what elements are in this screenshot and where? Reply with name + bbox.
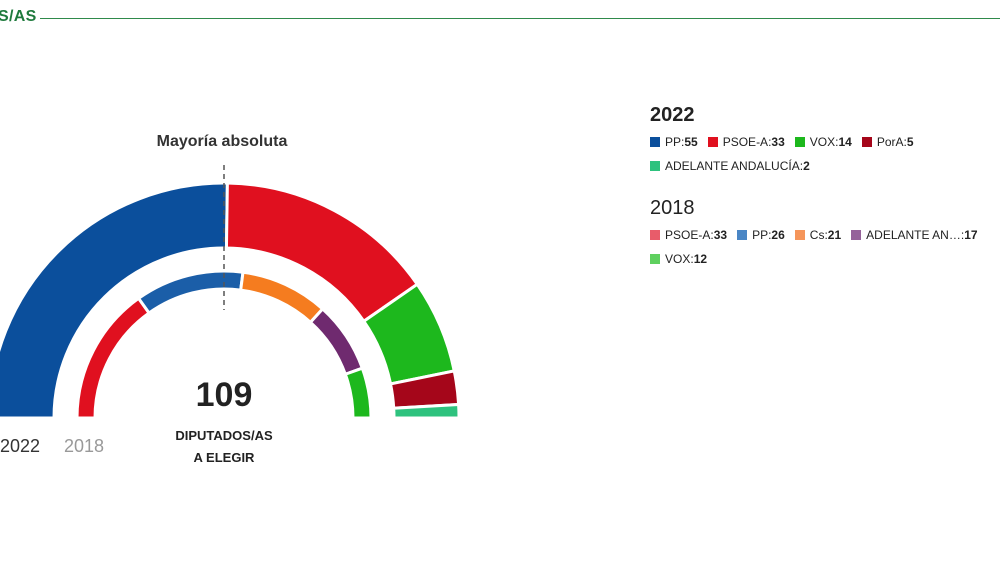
total-label-line2: A ELEGIR bbox=[194, 450, 256, 465]
legend-swatch bbox=[650, 254, 660, 264]
legend-item-2022-pp: PP:55 bbox=[650, 135, 698, 149]
legend-item-2018-pp: PP:26 bbox=[737, 228, 785, 242]
legend-swatch bbox=[861, 137, 872, 147]
legend-separator: : bbox=[835, 135, 839, 149]
legend-value: 33 bbox=[713, 228, 728, 242]
total-seats: 109 bbox=[196, 376, 253, 414]
legend-item-2022-adelante-andaluc-a: ADELANTE ANDALUCÍA:2 bbox=[650, 159, 810, 173]
legend-year-2018: 2018 bbox=[650, 197, 695, 219]
legend-separator: : bbox=[710, 228, 714, 242]
legend-2022: 2022 PP:55 PSOE-A:33 VOX:14 PorA:5 ADELANTE … bbox=[650, 104, 1000, 173]
legend-items-2022: PP:55 PSOE-A:33 VOX:14 PorA:5 ADELANTE ANDAL… bbox=[650, 135, 1000, 173]
legend-label: VOX bbox=[665, 252, 691, 266]
arc-2018-vox bbox=[343, 366, 373, 420]
legend-swatch bbox=[851, 230, 862, 240]
legend-label: PSOE-A bbox=[665, 228, 711, 242]
legend-value: 55 bbox=[684, 135, 698, 149]
legend-separator: : bbox=[824, 228, 828, 242]
legend-items-2018: PSOE-A:33 PP:26 Cs:21 ADELANTE AN…:17 VOX:12 bbox=[650, 228, 1000, 266]
legend-item-2018-psoe-a: PSOE-A:33 bbox=[650, 228, 727, 242]
legend-value: 5 bbox=[906, 135, 914, 149]
legend-label: ADELANTE ANDALUCÍA bbox=[665, 159, 800, 173]
legend-item-2018-cs: Cs:21 bbox=[794, 228, 842, 242]
arc-2018-cs bbox=[239, 270, 325, 325]
legend-value: 12 bbox=[693, 252, 708, 266]
legend-2018: 2018 PSOE-A:33 PP:26 Cs:21 ADELANTE AN…:17 V… bbox=[650, 197, 1000, 266]
majority-label: Mayoría absoluta bbox=[157, 133, 288, 150]
legend-item-2018-vox: VOX:12 bbox=[650, 252, 707, 266]
legend-separator: : bbox=[690, 252, 694, 266]
legend-value: 21 bbox=[827, 228, 842, 242]
legend-swatch bbox=[650, 230, 660, 240]
legend-label: PSOE-A bbox=[722, 135, 769, 149]
legend-item-2022-pora: PorA:5 bbox=[861, 135, 914, 149]
legend-value: 33 bbox=[771, 135, 785, 149]
legend-item-2022-psoe-a: PSOE-A:33 bbox=[707, 135, 785, 149]
arc-2022-psoe-a bbox=[224, 181, 420, 324]
header-divider bbox=[40, 18, 1000, 19]
total-label-line1: DIPUTADOS/AS bbox=[175, 428, 273, 443]
legend-label: VOX bbox=[809, 135, 836, 149]
header-title: S/AS bbox=[0, 8, 37, 25]
legend-separator: : bbox=[768, 228, 772, 242]
legend-value: 2 bbox=[803, 159, 810, 173]
arc-2018-adelante-andaluc-a bbox=[308, 306, 365, 377]
legend-separator: : bbox=[799, 159, 804, 173]
legend-label: PP bbox=[752, 228, 769, 242]
legend-label: PP bbox=[665, 135, 682, 149]
legend-swatch bbox=[650, 161, 660, 171]
legend-swatch bbox=[737, 230, 748, 240]
arc-2018-pp bbox=[136, 269, 245, 316]
legend-value: 26 bbox=[771, 228, 785, 242]
legend-label: PorA bbox=[876, 135, 904, 149]
legend-swatch bbox=[650, 137, 660, 147]
legend-label: ADELANTE AN… bbox=[866, 228, 961, 242]
ring-label-2018: 2018 bbox=[64, 436, 104, 456]
legend-separator: : bbox=[681, 135, 685, 149]
ring-label-2022: 2022 bbox=[0, 436, 40, 456]
legend-swatch bbox=[707, 137, 718, 147]
arcs-2022 bbox=[0, 181, 461, 420]
legend-label: Cs bbox=[809, 228, 825, 242]
arc-2022-pp bbox=[0, 181, 229, 420]
legend-separator: : bbox=[903, 135, 907, 149]
legend-year-2022: 2022 bbox=[650, 104, 695, 126]
header: S/AS bbox=[0, 8, 1000, 32]
arc-2022-adelante-andaluc-a bbox=[392, 402, 461, 420]
legend-item-2018-adelante-an: ADELANTE AN…:17 bbox=[851, 228, 978, 242]
legend-value: 17 bbox=[964, 228, 978, 242]
legend-item-2022-vox: VOX:14 bbox=[794, 135, 852, 149]
legend-separator: : bbox=[960, 228, 965, 242]
legend-separator: : bbox=[768, 135, 772, 149]
legend-swatch bbox=[794, 137, 805, 147]
legend-value: 14 bbox=[838, 135, 852, 149]
legend-swatch bbox=[794, 230, 805, 240]
arcs-2018 bbox=[75, 269, 373, 420]
